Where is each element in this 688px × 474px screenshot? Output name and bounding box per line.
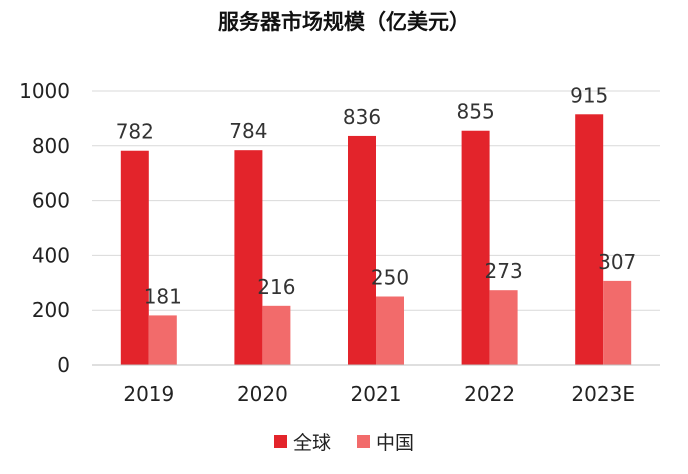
bar-china-2023E — [603, 280, 632, 365]
data-label-global-2021: 836 — [343, 105, 381, 129]
bar-china-2020 — [262, 305, 291, 365]
legend-item-china: 中国 — [357, 428, 414, 455]
data-labels: 782 181 784 216 836 250 855 273 915 307 — [116, 83, 637, 308]
y-tick-label: 0 — [57, 353, 70, 377]
y-tick-label: 400 — [32, 243, 70, 267]
bar-global-2020 — [234, 150, 263, 365]
data-label-global-2023E: 915 — [570, 83, 608, 107]
bar-global-2019 — [120, 150, 149, 365]
bar-china-2019 — [148, 315, 177, 365]
legend: 全球 中国 — [0, 428, 688, 455]
y-tick-label: 1000 — [19, 79, 70, 103]
y-tick-label: 200 — [32, 298, 70, 322]
data-label-china-2022: 273 — [485, 259, 523, 283]
data-label-china-2021: 250 — [371, 266, 409, 290]
x-tick-label: 2020 — [237, 382, 288, 406]
x-axis-ticks: 2019 2020 2021 2022 2023E — [123, 382, 635, 406]
legend-swatch-china — [357, 435, 370, 448]
data-label-global-2020: 784 — [229, 119, 267, 143]
bars — [120, 114, 632, 365]
data-label-china-2019: 181 — [144, 284, 182, 308]
bar-china-2021 — [376, 296, 404, 365]
x-tick-label: 2022 — [464, 382, 515, 406]
data-label-china-2020: 216 — [257, 275, 295, 299]
legend-label-china: 中国 — [376, 432, 415, 454]
bar-china-2022 — [489, 290, 518, 365]
y-tick-label: 600 — [32, 189, 70, 213]
legend-swatch-global — [273, 435, 287, 448]
x-tick-label: 2021 — [351, 382, 402, 406]
data-label-china-2023E: 307 — [598, 250, 636, 274]
chart-title: 服务器市场规模（亿美元） — [218, 10, 470, 34]
data-label-global-2022: 855 — [457, 100, 495, 124]
bar-global-2021 — [348, 135, 376, 365]
y-axis-ticks: 0 200 400 600 800 1000 — [19, 79, 70, 377]
x-tick-label: 2023E — [571, 382, 635, 406]
legend-item-global: 全球 — [273, 428, 331, 455]
x-tick-label: 2019 — [123, 382, 174, 406]
bar-global-2023E — [575, 114, 604, 365]
y-tick-label: 800 — [32, 134, 70, 158]
legend-label-global: 全球 — [292, 432, 331, 454]
bar-global-2022 — [461, 130, 490, 365]
data-label-global-2019: 782 — [116, 120, 154, 144]
